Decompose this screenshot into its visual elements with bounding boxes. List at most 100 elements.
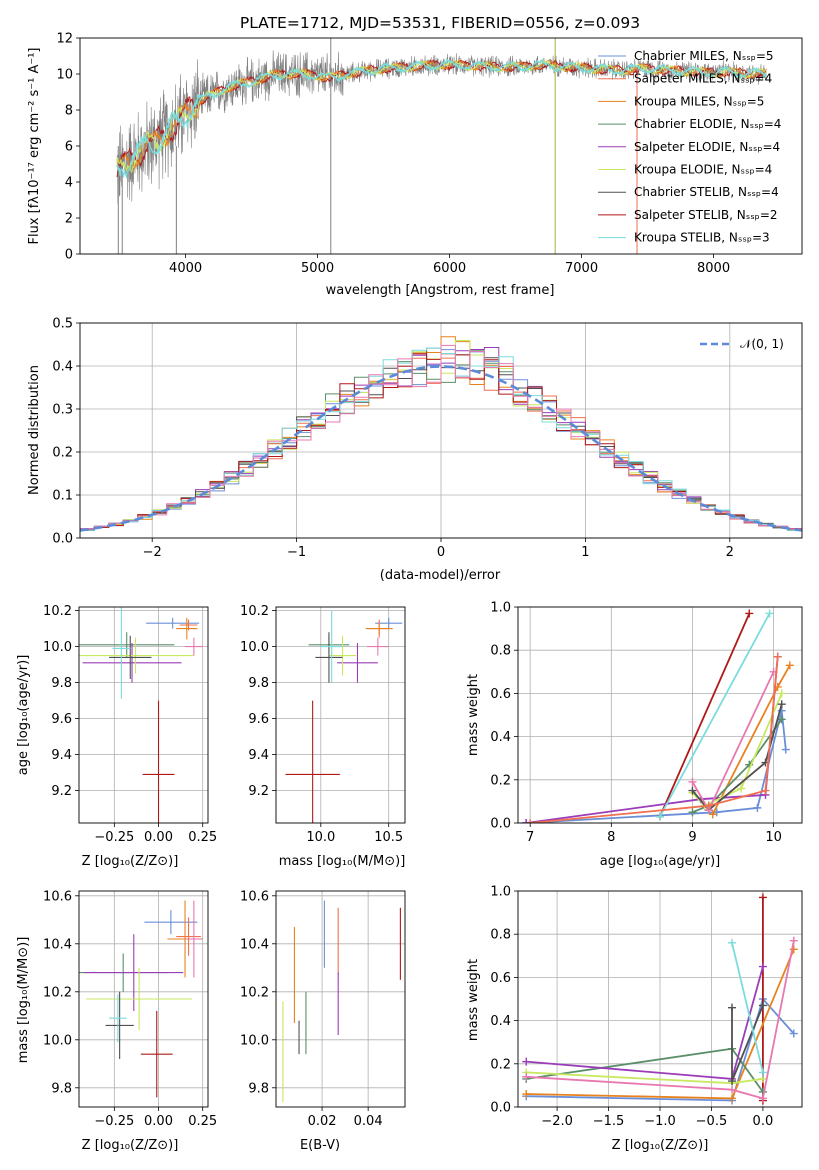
weight-marker	[728, 1003, 737, 1012]
y-tick-label: 0.0	[490, 817, 511, 832]
y-tick-label: 9.6	[248, 712, 269, 727]
y-tick-label: 9.2	[51, 784, 72, 799]
y-tick-label: 4	[65, 176, 73, 191]
weight-marker	[758, 1094, 767, 1103]
error-bars	[79, 900, 203, 1098]
y-tick-label: 0.2	[490, 773, 511, 788]
y-tick-label: 0.0	[52, 532, 73, 547]
x-tick-label: 4000	[169, 261, 202, 276]
y-tick-label: 10.6	[240, 889, 269, 904]
error-bars	[282, 900, 401, 1103]
y-tick-label: 12	[56, 32, 73, 47]
x-tick-label: 8	[607, 830, 615, 845]
weight-marker	[758, 893, 767, 902]
axes-frame	[517, 890, 803, 1108]
y-tick-label: 0.1	[52, 489, 73, 504]
y-tick-label: 6	[65, 140, 73, 155]
y-tick-label: 0.6	[490, 687, 511, 702]
y-tick-label: 0.2	[490, 1057, 511, 1072]
error-bars	[285, 610, 403, 823]
x-tick-label: 6000	[433, 261, 466, 276]
x-tick-label: −0.5	[696, 1114, 728, 1129]
weight-marker	[526, 819, 535, 823]
weight-marker	[688, 777, 697, 786]
weight-marker	[728, 1077, 737, 1086]
weight-series	[530, 656, 779, 823]
model-spectrum	[116, 58, 767, 180]
weight-series	[526, 940, 795, 1100]
x-tick-label: −0.25	[94, 830, 134, 845]
legend-label: Kroupa MILES, Nₛₛₚ=5	[634, 94, 764, 108]
x-tick-label: 10	[765, 830, 782, 845]
y-tick-label: 0.8	[490, 644, 511, 659]
y-tick-label: 10.6	[43, 889, 72, 904]
x-tick-label: 0.25	[188, 830, 217, 845]
legend-label: Salpeter MILES, Nₛₛₚ=4	[634, 72, 772, 86]
y-tick-label: 8	[65, 104, 73, 119]
spectrum-ylabel: Flux [fλ10⁻¹⁷ erg cm⁻² s⁻¹ A⁻¹]	[27, 48, 42, 245]
weight-marker	[708, 810, 717, 819]
weight-lines	[522, 893, 798, 1105]
weight-marker	[688, 808, 697, 817]
age-mass-xlabel: mass [log₁₀(M/M⊙)]	[279, 854, 406, 869]
y-tick-label: 9.6	[51, 712, 72, 727]
x-tick-label: 8000	[697, 261, 730, 276]
weight-marker	[758, 1001, 767, 1010]
mass-ebv-xlabel: E(B-V)	[300, 1138, 340, 1153]
y-tick-label: 9.2	[248, 784, 269, 799]
mass-vs-reddening-panel: 0.02 0.04 9.8 10.0 10.2 10.4 10.6	[240, 889, 406, 1129]
x-tick-label: 0	[437, 545, 445, 560]
weight-marker	[656, 812, 664, 821]
y-tick-label: 10.0	[240, 640, 269, 655]
axes-frame	[275, 890, 406, 1108]
x-tick-label: 0.00	[144, 1114, 173, 1129]
x-tick-label: 10.0	[306, 830, 335, 845]
weight-age-ylabel: mass weight	[466, 674, 481, 756]
weight-series	[692, 718, 783, 814]
y-tick-label: 1.0	[490, 885, 511, 900]
legend-label: Chabrier STELIB, Nₛₛₚ=4	[634, 185, 779, 199]
normal-curve	[80, 365, 802, 532]
x-tick-label: 2	[726, 545, 734, 560]
mass-z-xlabel: Z [log₁₀(Z/Z⊙)]	[82, 1138, 179, 1153]
weight-marker	[688, 786, 697, 795]
spectrum-panel: 4000 5000 6000 7000 8000 0 2 4 6 8 10 12 Chabrier MI…	[56, 32, 803, 276]
histogram-series	[80, 344, 802, 533]
x-tick-label: −1.5	[593, 1114, 625, 1129]
y-tick-label: 9.8	[248, 1081, 269, 1096]
y-tick-label: 10.0	[43, 1033, 72, 1048]
page-title: PLATE=1712, MJD=53531, FIBERID=0556, z=0…	[240, 14, 640, 32]
age-vs-mass-panel: 10.0 10.5 9.2 9.4 9.6 9.8 10.0 10.2	[240, 604, 406, 845]
axes-frame	[517, 606, 803, 824]
y-tick-label: 10.4	[240, 937, 269, 952]
weight-marker	[765, 609, 774, 618]
weight-series	[731, 942, 764, 1073]
y-tick-label: 0.0	[490, 1101, 511, 1116]
axes-frame	[275, 606, 406, 824]
weight-marker	[728, 1094, 737, 1103]
x-tick-label: 7	[526, 830, 534, 845]
legend-label: Salpeter STELIB, Nₛₛₚ=2	[634, 208, 778, 222]
weight-marker	[758, 1068, 767, 1077]
y-tick-label: 0.2	[52, 446, 73, 461]
weight-marker	[777, 689, 786, 698]
legend-label: Chabrier ELODIE, Nₛₛₚ=4	[634, 117, 781, 131]
weight-series	[691, 703, 783, 812]
y-tick-label: 2	[65, 212, 73, 227]
weight-vs-age-panel: 7 8 9 10 0.0 0.2 0.4 0.6 0.8 1.0	[490, 601, 803, 845]
y-tick-label: 9.4	[248, 748, 269, 763]
x-tick-label: 0.00	[144, 830, 173, 845]
legend-label: Kroupa STELIB, Nₛₛₚ=3	[634, 231, 770, 245]
y-tick-label: 1.0	[490, 601, 511, 616]
weight-series	[659, 613, 771, 817]
weight-marker	[522, 1072, 531, 1081]
weight-marker	[728, 938, 737, 947]
weight-marker	[785, 661, 794, 670]
weight-marker	[737, 784, 746, 793]
legend-label: Kroupa ELODIE, Nₛₛₚ=4	[634, 163, 772, 177]
residual-ylabel: Normed distribution	[27, 365, 42, 495]
x-tick-label: 5000	[301, 261, 334, 276]
model-spectrum	[116, 59, 767, 173]
weight-marker	[522, 1090, 531, 1099]
x-tick-label: 7000	[565, 261, 598, 276]
